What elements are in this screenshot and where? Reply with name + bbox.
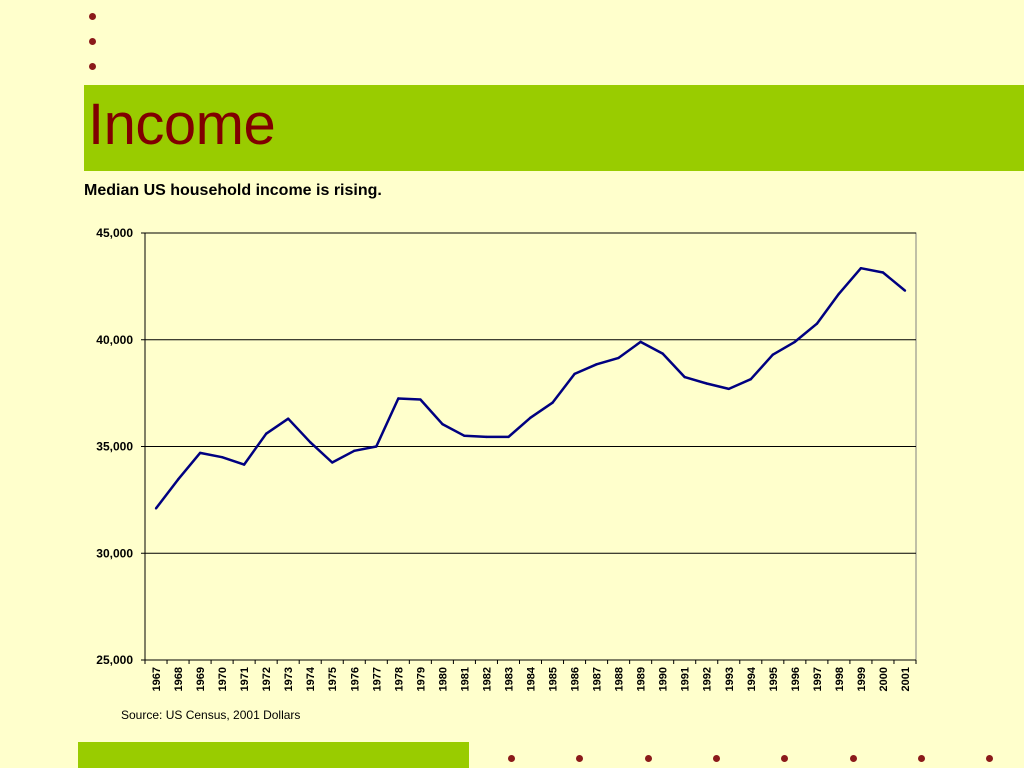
- x-tick-label: 1974: [305, 666, 317, 691]
- bullet-dot-bottom-2: [576, 755, 583, 762]
- bullet-dot-bottom-8: [986, 755, 993, 762]
- data-point: [529, 416, 532, 419]
- bullet-dot-bottom-5: [781, 755, 788, 762]
- bullet-dot-bottom-3: [645, 755, 652, 762]
- series-line-median-income: [155, 266, 906, 510]
- data-point: [551, 401, 554, 404]
- x-tick-label: 1990: [658, 667, 670, 691]
- x-tick-label: 1999: [856, 667, 868, 691]
- x-tick-label: 1985: [548, 667, 560, 691]
- x-tick-label: 1998: [834, 667, 846, 691]
- data-point: [793, 340, 797, 344]
- x-tick-label: 1992: [702, 667, 714, 691]
- y-tick-label: 40,000: [96, 333, 133, 347]
- data-point: [176, 478, 180, 481]
- bullet-dot-bottom-4: [713, 755, 720, 762]
- x-tick-label: 1968: [173, 667, 185, 691]
- data-point: [441, 422, 444, 426]
- title-band: [84, 85, 1024, 171]
- y-tick-label: 25,000: [96, 653, 133, 667]
- data-point: [220, 455, 224, 459]
- source-note: Source: US Census, 2001 Dollars: [121, 708, 301, 722]
- data-point: [837, 292, 841, 296]
- slide-title: Income: [88, 92, 276, 157]
- x-tick-label: 1973: [283, 667, 295, 691]
- data-point: [397, 397, 400, 400]
- x-tick-label: 1969: [195, 667, 207, 691]
- data-point: [242, 463, 246, 466]
- x-tick-label: 1997: [812, 667, 824, 691]
- data-point: [661, 352, 664, 355]
- x-tick-label: 1983: [503, 667, 515, 691]
- x-tick-label: 1972: [261, 667, 273, 691]
- bullet-dot-bottom-7: [918, 755, 925, 762]
- data-point: [683, 375, 686, 379]
- bullet-dot-bottom-1: [508, 755, 515, 762]
- x-tick-label: 1987: [592, 667, 604, 691]
- x-tick-label: 1971: [239, 667, 251, 691]
- x-tick-label: 1977: [371, 667, 383, 691]
- bullet-dot-bottom-6: [850, 755, 857, 762]
- data-point: [859, 267, 863, 270]
- data-point: [331, 461, 334, 464]
- data-point: [309, 441, 312, 444]
- data-point: [815, 322, 819, 325]
- data-point: [463, 434, 466, 438]
- data-point: [749, 378, 752, 381]
- data-point: [485, 435, 488, 439]
- x-tick-label: 1995: [768, 667, 780, 691]
- data-point: [375, 445, 378, 448]
- x-tick-label: 1993: [724, 667, 736, 691]
- data-point: [198, 451, 202, 455]
- y-tick-label: 30,000: [96, 546, 133, 560]
- data-point: [154, 507, 158, 510]
- data-point: [903, 289, 907, 292]
- data-point: [419, 398, 422, 401]
- x-tick-label: 2001: [900, 667, 912, 691]
- x-tick-label: 1981: [459, 667, 471, 691]
- x-tick-label: 1989: [636, 667, 648, 691]
- data-point: [771, 353, 775, 356]
- chart-subtitle: Median US household income is rising.: [84, 182, 382, 199]
- x-tick-label: 1984: [526, 666, 538, 691]
- data-point: [507, 435, 510, 439]
- y-tick-label: 45,000: [96, 226, 133, 240]
- x-tick-label: 1996: [790, 667, 802, 691]
- x-tick-label: 1978: [393, 667, 405, 691]
- bullet-dot-top-2: [89, 38, 96, 45]
- data-point: [727, 387, 730, 391]
- x-tick-label: 1975: [327, 667, 339, 691]
- data-point: [573, 372, 576, 376]
- x-tick-label: 1994: [746, 666, 758, 691]
- x-tick-label: 1980: [437, 667, 449, 691]
- data-point: [617, 356, 620, 360]
- data-point: [353, 449, 356, 452]
- data-point: [881, 271, 885, 274]
- x-tick-label: 1967: [151, 667, 163, 691]
- x-tick-label: 1986: [570, 667, 582, 691]
- data-point: [264, 432, 268, 435]
- x-tick-label: 1988: [614, 667, 626, 691]
- data-point: [286, 417, 290, 420]
- x-tick-label: 1976: [349, 667, 361, 691]
- y-tick-label: 35,000: [96, 440, 133, 454]
- x-tick-label: 2000: [878, 667, 890, 691]
- data-point: [595, 363, 598, 366]
- bottom-band: [78, 742, 469, 768]
- x-tick-label: 1982: [481, 667, 493, 691]
- bullet-dot-top-1: [89, 13, 96, 20]
- data-point: [705, 382, 708, 385]
- bullet-dot-top-3: [89, 63, 96, 70]
- x-tick-label: 1991: [680, 667, 692, 691]
- x-tick-label: 1970: [217, 667, 229, 691]
- data-point: [639, 340, 642, 344]
- x-tick-label: 1979: [415, 667, 427, 691]
